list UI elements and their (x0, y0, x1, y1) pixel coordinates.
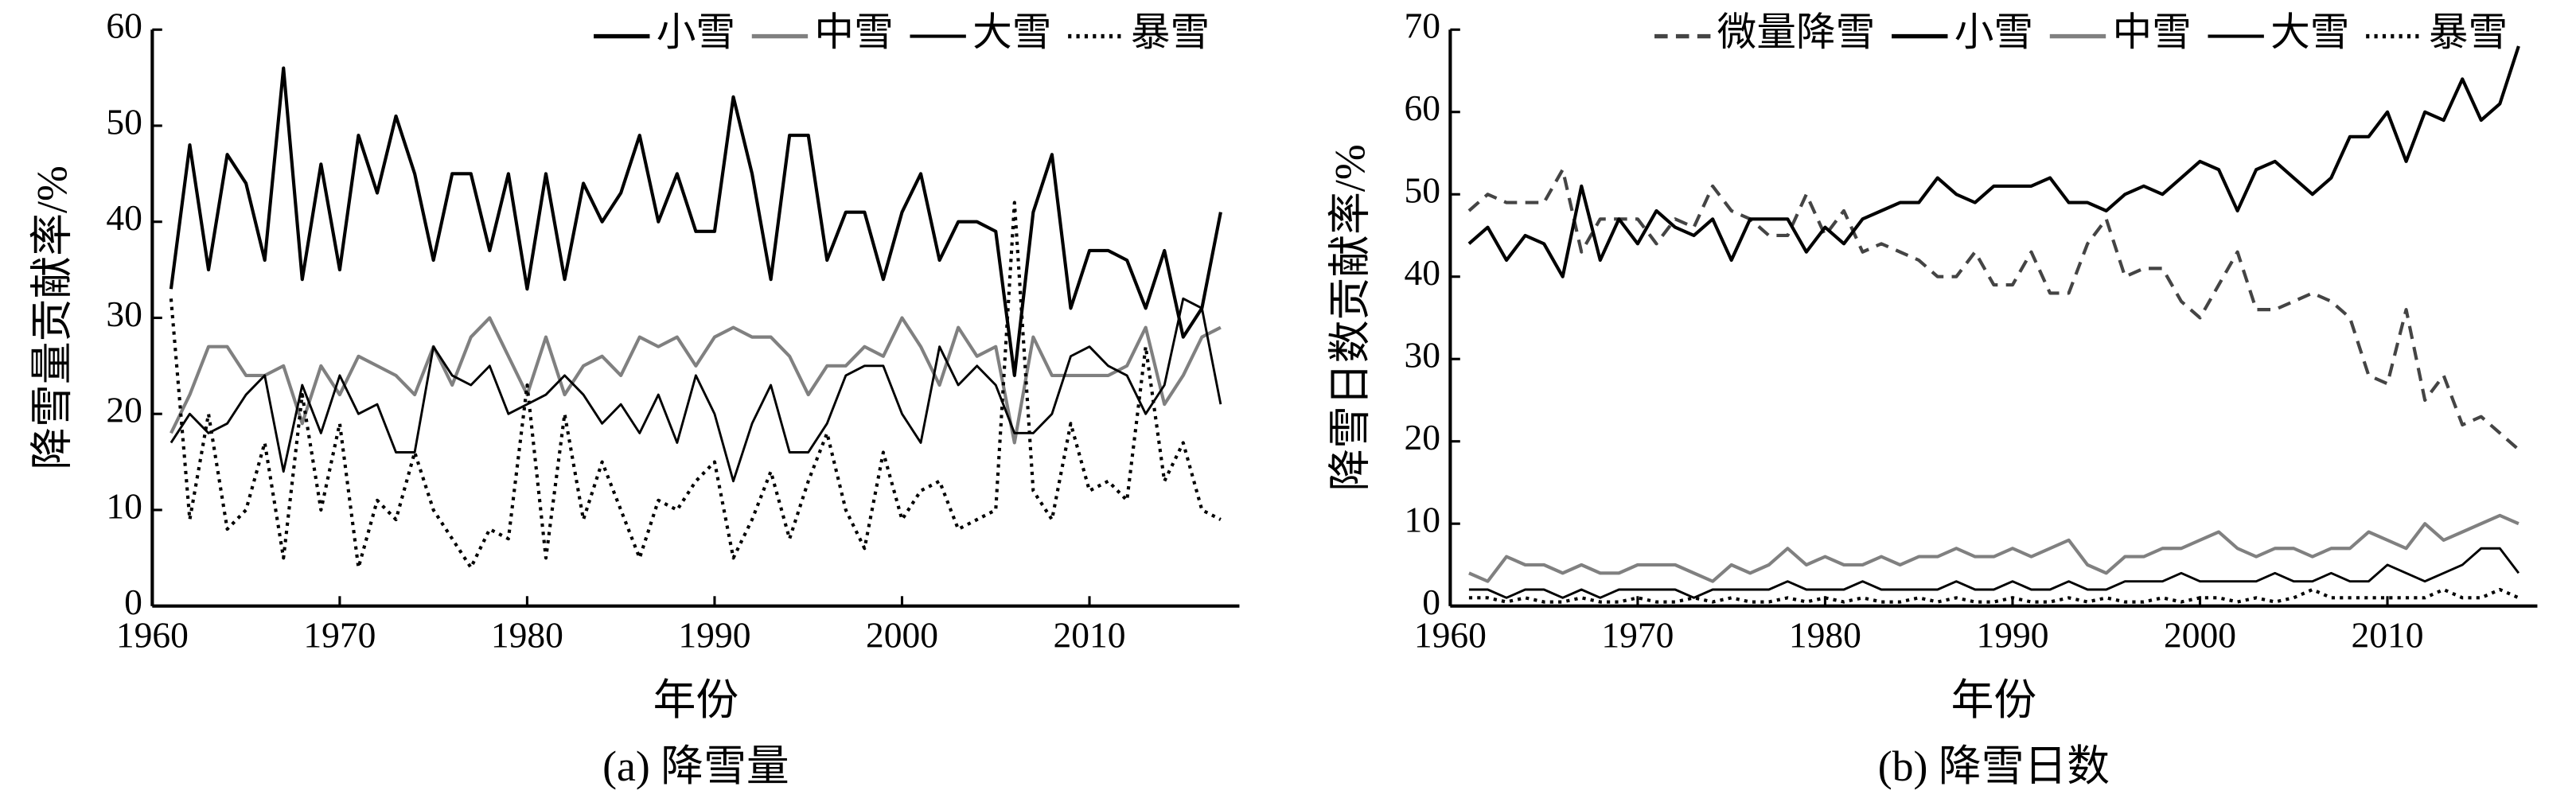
legend-label: 中雪 (814, 10, 893, 54)
y-tick-label: 20 (106, 390, 142, 430)
y-axis-label: 降雪日数贡献率/% (1327, 144, 1374, 491)
series-line (170, 316, 1222, 445)
x-tick-label: 1960 (1414, 615, 1487, 656)
series-line (1467, 45, 2520, 278)
x-tick-label: 1970 (1601, 615, 1674, 656)
legend-label: 小雪 (657, 10, 735, 54)
y-tick-label: 40 (1404, 252, 1440, 293)
y-tick-label: 50 (106, 101, 142, 142)
x-tick-label: 2010 (2352, 615, 2424, 656)
y-tick-label: 0 (1422, 582, 1440, 622)
legend-label: 中雪 (2112, 10, 2191, 54)
series-line (1468, 513, 2519, 583)
legend-label: 小雪 (1954, 10, 2033, 54)
x-tick-label: 1990 (1976, 615, 2048, 656)
legend-label: 暴雪 (1131, 10, 1210, 54)
y-tick-label: 30 (1404, 335, 1440, 376)
series-line (1468, 547, 2520, 599)
y-tick-label: 40 (106, 197, 142, 238)
legend-label: 暴雪 (2429, 10, 2508, 54)
x-tick-label: 1980 (1789, 615, 1861, 656)
x-tick-label: 2000 (866, 615, 938, 656)
caption: (b) 降雪日数 (1878, 742, 2110, 790)
x-axis-label: 年份 (653, 676, 739, 724)
y-tick-label: 20 (1404, 417, 1440, 457)
y-tick-label: 10 (1404, 500, 1440, 540)
series-line (1467, 168, 2520, 451)
y-tick-label: 0 (124, 582, 142, 622)
y-tick-label: 30 (106, 294, 142, 334)
y-tick-label: 60 (1404, 88, 1440, 128)
y-tick-label: 70 (1404, 6, 1440, 46)
x-tick-label: 1980 (491, 615, 563, 656)
series-line (170, 297, 1222, 483)
legend-label: 大雪 (2270, 10, 2349, 54)
y-axis-label: 降雪量贡献率/% (29, 165, 76, 470)
x-axis-label: 年份 (1951, 676, 2037, 724)
legend-label: 大雪 (972, 10, 1051, 54)
x-tick-label: 1990 (678, 615, 750, 656)
legend-label: 微量降雪 (1717, 10, 1876, 54)
y-tick-label: 10 (106, 485, 142, 526)
x-tick-label: 1970 (303, 615, 376, 656)
series-line (169, 66, 1222, 377)
x-tick-label: 2010 (1054, 615, 1126, 656)
series-line (1468, 587, 2519, 604)
y-tick-label: 60 (106, 6, 142, 46)
y-tick-label: 50 (1404, 170, 1440, 211)
x-tick-label: 1960 (116, 615, 189, 656)
x-tick-label: 2000 (2164, 615, 2236, 656)
series-line (169, 200, 1222, 570)
caption: (a) 降雪量 (602, 742, 789, 790)
